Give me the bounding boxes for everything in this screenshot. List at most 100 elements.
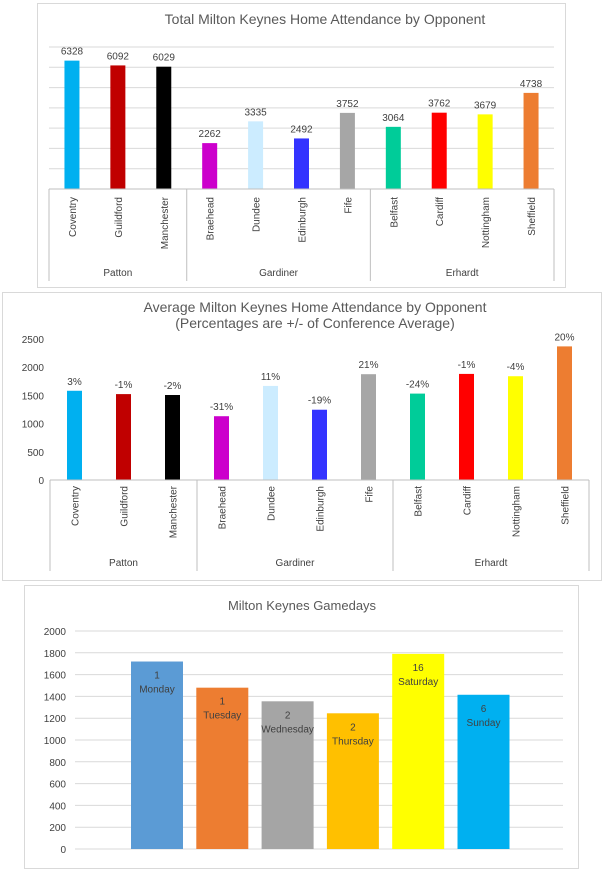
bar-guildford — [110, 65, 126, 189]
day-label-tuesday: Tuesday — [203, 711, 241, 722]
group-label-erhardt: Erhardt — [475, 558, 508, 569]
x-tick-label-belfast: Belfast — [414, 486, 425, 517]
data-label-fife: 3752 — [336, 99, 359, 110]
data-label-sheffield: 20% — [554, 332, 574, 343]
bar-braehead — [214, 416, 229, 480]
y-tick-label: 0 — [60, 845, 66, 856]
y-tick-label: 2000 — [44, 627, 67, 638]
data-label-guildford: -1% — [115, 380, 133, 391]
bar-edinburgh — [312, 409, 327, 480]
y-tick-label: 0 — [38, 476, 44, 487]
x-tick-label-braehead: Braehead — [206, 197, 217, 240]
bar-manchester — [165, 395, 180, 480]
games-count-sunday: 6 — [481, 704, 487, 715]
y-tick-label: 1800 — [44, 649, 67, 660]
x-tick-label-manchester: Manchester — [169, 485, 180, 538]
bar-dundee — [263, 385, 278, 480]
data-label-edinburgh: -19% — [308, 396, 331, 407]
bar-sunday — [457, 694, 510, 849]
y-tick-label: 400 — [49, 801, 66, 812]
data-label-cardiff: 3762 — [428, 99, 451, 110]
x-tick-label-belfast: Belfast — [389, 197, 400, 228]
bar-dundee — [248, 121, 264, 189]
data-label-belfast: 3064 — [382, 113, 405, 124]
group-label-gardiner: Gardiner — [276, 558, 316, 569]
bar-nottingham — [508, 376, 523, 480]
total-attendance-chart: Total Milton Keynes Home Attendance by O… — [37, 3, 566, 288]
y-tick-label: 1500 — [22, 391, 45, 402]
bar-sheffield — [557, 346, 572, 480]
bar-wednesday — [261, 701, 314, 849]
x-tick-label-edinburgh: Edinburgh — [298, 197, 309, 243]
bar-fife — [339, 112, 355, 189]
day-label-wednesday: Wednesday — [261, 724, 314, 735]
bar-belfast — [385, 126, 401, 189]
y-tick-label: 1600 — [44, 671, 67, 682]
bar-edinburgh — [294, 138, 309, 189]
data-label-manchester: 6029 — [153, 53, 176, 64]
x-tick-label-nottingham: Nottingham — [512, 486, 523, 537]
chart-subtitle: (Percentages are +/- of Conference Avera… — [175, 315, 455, 331]
x-tick-label-coventry: Coventry — [68, 197, 79, 237]
y-tick-label: 1400 — [44, 692, 67, 703]
chart-title: Milton Keynes Gamedays — [228, 598, 377, 613]
y-tick-label: 600 — [49, 780, 66, 791]
data-label-guildford: 6092 — [107, 51, 130, 62]
x-tick-label-nottingham: Nottingham — [481, 197, 492, 248]
bar-nottingham — [477, 114, 493, 189]
data-label-sheffield: 4738 — [520, 79, 543, 90]
data-label-edinburgh: 2492 — [290, 124, 313, 135]
bar-sheffield — [523, 92, 539, 189]
data-label-braehead: -31% — [210, 402, 233, 413]
x-tick-label-fife: Fife — [343, 197, 354, 214]
y-tick-label: 500 — [27, 448, 44, 459]
x-tick-label-cardiff: Cardiff — [463, 486, 474, 515]
x-tick-label-sheffield: Sheffield — [527, 197, 538, 236]
x-tick-label-edinburgh: Edinburgh — [316, 486, 327, 532]
group-label-patton: Patton — [109, 558, 138, 569]
bar-manchester — [156, 66, 172, 189]
bar-fife — [361, 374, 376, 480]
group-label-gardiner: Gardiner — [259, 268, 299, 279]
y-tick-label: 2500 — [22, 335, 45, 346]
bar-cardiff — [431, 112, 447, 189]
data-label-cardiff: -1% — [458, 360, 476, 371]
x-tick-label-guildford: Guildford — [120, 486, 131, 527]
group-label-patton: Patton — [103, 268, 132, 279]
data-label-braehead: 2262 — [199, 129, 222, 140]
y-tick-label: 800 — [49, 758, 66, 769]
games-count-saturday: 16 — [413, 663, 425, 674]
x-tick-label-dundee: Dundee — [252, 197, 263, 232]
x-tick-label-dundee: Dundee — [267, 486, 278, 521]
data-label-nottingham: 3679 — [474, 100, 497, 111]
day-label-monday: Monday — [139, 685, 175, 696]
day-label-thursday: Thursday — [332, 736, 374, 747]
data-label-manchester: -2% — [164, 381, 182, 392]
games-count-tuesday: 1 — [220, 697, 226, 708]
group-label-erhardt: Erhardt — [446, 268, 479, 279]
bar-belfast — [410, 393, 425, 480]
gamedays-svg: Milton Keynes Gamedays 0 200 400 600 800 1000 1… — [44, 598, 563, 856]
bar-saturday — [392, 653, 445, 849]
games-count-wednesday: 2 — [285, 710, 291, 721]
x-tick-label-cardiff: Cardiff — [435, 197, 446, 226]
bar-cardiff — [459, 373, 474, 480]
bar-coventry — [67, 390, 82, 480]
y-tick-label: 2000 — [22, 363, 45, 374]
average-attendance-chart: Average Milton Keynes Home Attendance by… — [2, 292, 602, 581]
data-label-fife: 21% — [358, 360, 378, 371]
x-tick-label-braehead: Braehead — [218, 486, 229, 529]
data-label-belfast: -24% — [406, 380, 429, 391]
gamedays-chart: Milton Keynes Gamedays 0 200 400 600 800 1000 1… — [24, 585, 579, 869]
chart-title: Average Milton Keynes Home Attendance by… — [144, 299, 487, 315]
x-tick-label-coventry: Coventry — [71, 486, 82, 526]
y-tick-label: 1000 — [44, 736, 67, 747]
bar-tuesday — [196, 687, 249, 849]
data-label-coventry: 6328 — [61, 47, 84, 58]
bar-monday — [131, 661, 183, 849]
day-label-saturday: Saturday — [398, 677, 438, 688]
bar-braehead — [202, 143, 218, 189]
total-attendance-svg: Total Milton Keynes Home Attendance by O… — [48, 11, 555, 281]
x-tick-label-sheffield: Sheffield — [561, 486, 572, 525]
x-tick-label-fife: Fife — [365, 486, 376, 503]
